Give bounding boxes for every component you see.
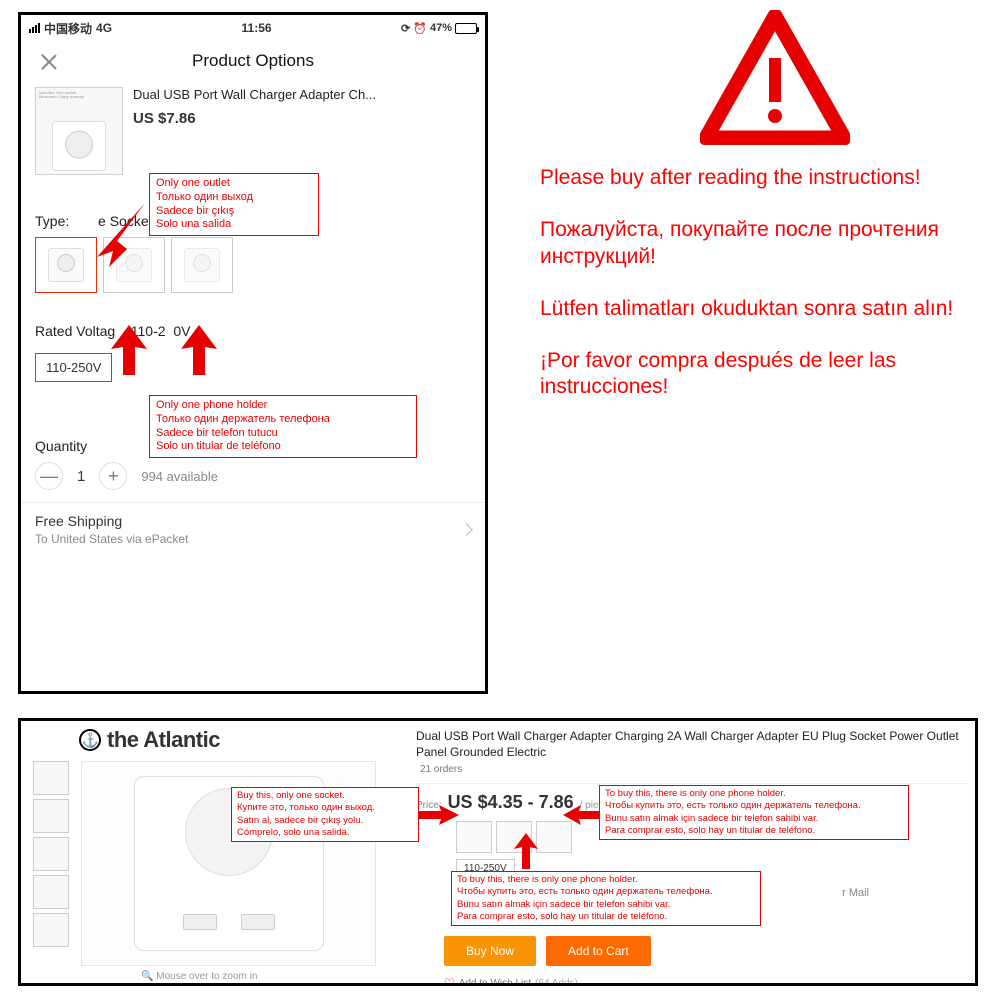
brand-logo[interactable]: ⚓ the Atlantic [79,727,220,753]
signal-icon [29,23,40,33]
product-details: Dual USB Port Wall Charger Adapter Charg… [416,729,969,986]
shipping-row[interactable]: Free Shipping To United States via ePack… [21,513,485,546]
instruction-tr: Lütfen talimatları okuduktan sonra satın… [540,296,970,322]
thumbnail-gallery [33,761,71,951]
desktop-callout-right: To buy this, there is only one phone hol… [599,785,909,840]
callout-outlet: Only one outlet Только один выход Sadece… [149,173,319,236]
product-title: Dual USB Port Wall Charger Adapter Ch... [133,87,376,102]
status-bar: 中国移动 4G 11:56 ⟳ ⏰ 47% [21,15,485,37]
heart-icon: ♡ [444,976,455,986]
arrow-icon [105,325,153,383]
shipping-method-fragment: r Mail [842,887,869,899]
anchor-icon: ⚓ [79,729,101,751]
chevron-right-icon [460,523,473,536]
desktop-option[interactable] [456,821,492,853]
rotation-lock-icon: ⟳ [401,22,410,35]
arrow-icon [511,833,541,872]
arrow-icon [175,325,223,383]
instruction-es: ¡Por favor compra después de leer las in… [540,348,970,401]
gallery-thumb[interactable] [33,875,69,909]
product-summary: Includes: One socketВключает: Одну розет… [21,71,485,175]
product-price: US $7.86 [133,110,376,127]
voltage-option[interactable]: 110-250V [35,353,112,382]
desktop-price: US $4.35 - 7.86 [448,792,574,813]
add-to-cart-button[interactable]: Add to Cart [546,936,651,966]
order-count: 21 orders [416,764,969,775]
desktop-screenshot: ⚓ the Atlantic 🔍 Mouse over to zoom in D… [18,718,978,986]
voltage-section: Rated Voltage: 110-250V 110-250V [21,313,485,384]
qty-minus-button[interactable]: — [35,462,63,490]
arrow-icon [563,803,601,830]
desktop-callout-bottom: To buy this, there is only one phone hol… [451,871,761,926]
battery-pct: 47% [430,22,452,34]
shipping-title: Free Shipping [35,513,462,529]
gallery-thumb[interactable] [33,799,69,833]
close-icon[interactable] [35,49,63,77]
warning-icon [700,10,850,148]
buy-now-button[interactable]: Buy Now [444,936,536,966]
shipping-subtitle: To United States via ePacket [35,532,462,546]
divider [21,502,485,503]
desktop-callout-left: Buy this, only one socket. Купите это, т… [231,787,419,842]
callout-holder: Only one phone holder Только один держат… [149,395,417,458]
gallery-thumb[interactable] [33,913,69,947]
qty-value: 1 [77,468,85,485]
mobile-screenshot: 中国移动 4G 11:56 ⟳ ⏰ 47% Product Options In… [18,12,488,694]
wishlist-link[interactable]: ♡ Add to Wish List (64 Adds) [444,976,969,986]
qty-plus-button[interactable]: + [99,462,127,490]
product-thumbnail[interactable]: Includes: One socketВключает: Одну розет… [35,87,123,175]
carrier-label: 中国移动 [44,20,92,37]
gallery-thumb[interactable] [33,837,69,871]
instruction-en: Please buy after reading the instruction… [540,165,970,191]
voltage-label: Rated Voltage: 110-250V [35,323,471,339]
page-title: Product Options [21,51,485,71]
arrow-icon [87,197,157,267]
qty-available: 994 available [141,469,218,484]
battery-icon [455,23,477,34]
alarm-icon: ⏰ [413,22,427,35]
instruction-block: Please buy after reading the instruction… [540,165,970,427]
gallery-thumb[interactable] [33,761,69,795]
zoom-hint: 🔍 Mouse over to zoom in [141,971,257,982]
desktop-product-title: Dual USB Port Wall Charger Adapter Charg… [416,729,969,760]
clock: 11:56 [112,21,401,35]
brand-label: the Atlantic [107,727,220,753]
type-option-holder-b[interactable] [171,237,233,293]
network-label: 4G [96,21,112,35]
arrow-icon [419,803,459,830]
instruction-ru: Пожалуйста, покупайте после прочтения ин… [540,217,970,270]
